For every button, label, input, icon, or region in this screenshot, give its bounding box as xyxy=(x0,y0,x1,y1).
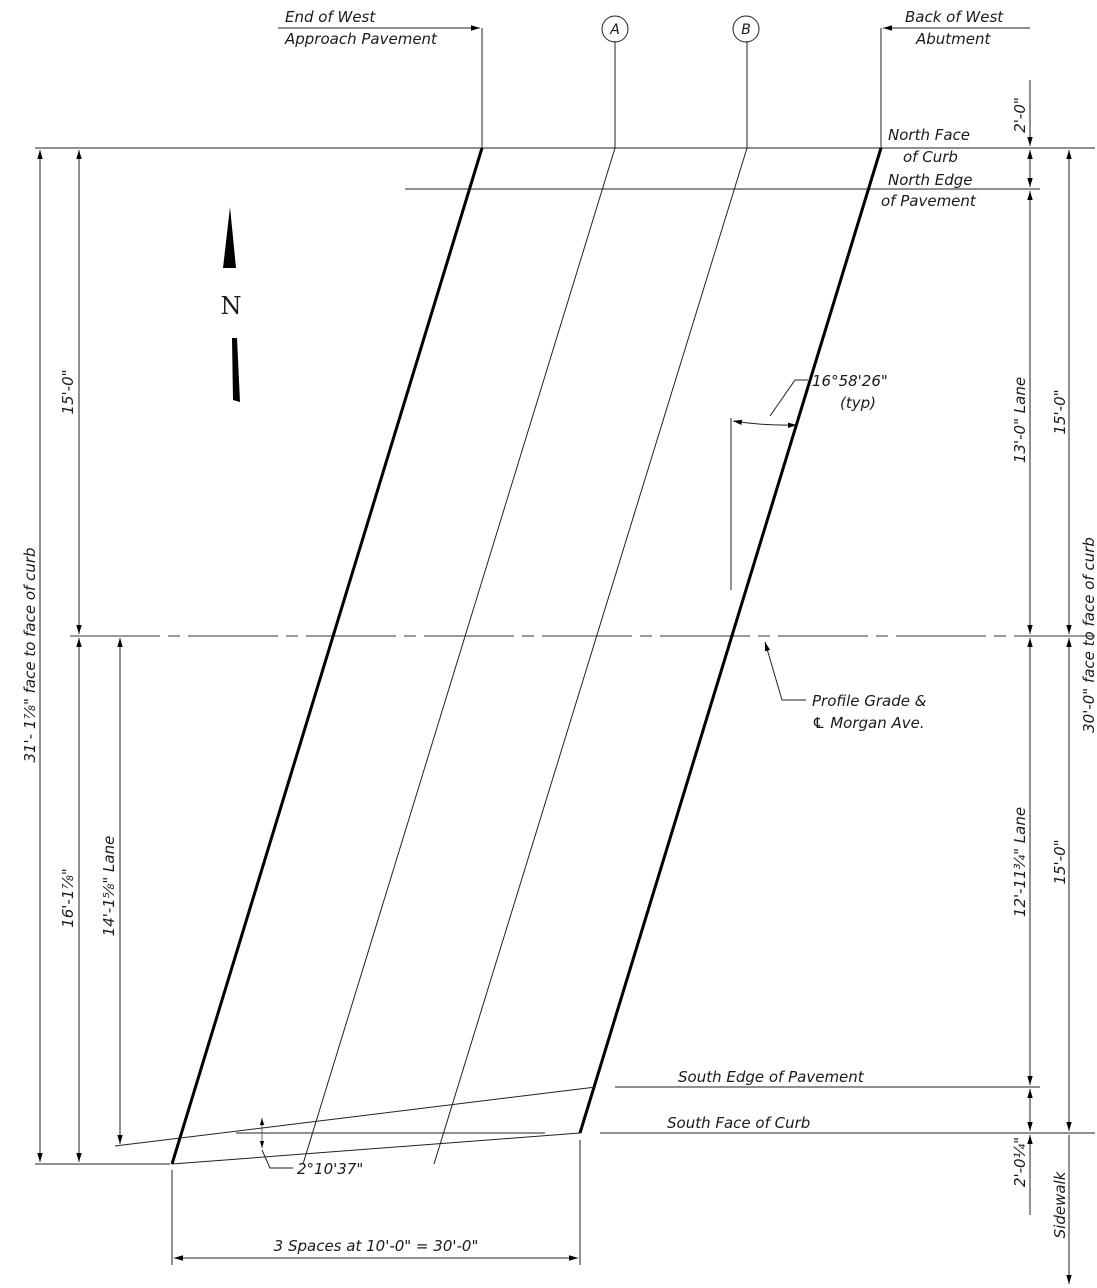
cross-angle-leader xyxy=(261,1149,293,1169)
right-2-label: 2'-0" xyxy=(1011,97,1029,133)
grid-a-label: A xyxy=(609,22,620,38)
grid-b-label: B xyxy=(741,22,751,38)
cross-angle-label: 2°10'37" xyxy=(297,1160,363,1178)
right-15-bot-label: 15'-0" xyxy=(1051,839,1069,884)
north-face-label-2: of Curb xyxy=(903,148,958,166)
west-edge-line xyxy=(170,147,484,1165)
right-201-label: 2'-0¼" xyxy=(1011,1137,1029,1187)
sidewalk-label: Sidewalk xyxy=(1051,1170,1069,1238)
end-west-label-2: Approach Pavement xyxy=(284,30,438,48)
right-12-lane-label: 12'-11¾" Lane xyxy=(1011,807,1029,917)
end-west-label-1: End of West xyxy=(285,8,376,26)
north-arrow-upper xyxy=(223,207,236,268)
spacing-label: 3 Spaces at 10'-0" = 30'-0" xyxy=(274,1237,479,1255)
skew-typ-label: (typ) xyxy=(840,394,876,412)
back-west-label-2: Abutment xyxy=(915,30,992,48)
profile-label-1: Profile Grade & xyxy=(812,692,927,710)
grid-line-b xyxy=(433,147,748,1165)
skew-arc xyxy=(732,419,798,428)
left-overall-label: 31'- 1⅞" face to face of curb xyxy=(21,547,39,762)
right-13-lane-label: 13'-0" Lane xyxy=(1011,377,1029,463)
north-edge-label-1: North Edge xyxy=(888,171,972,189)
left-lane-label: 14'-1⅝" Lane xyxy=(100,836,118,937)
south-face-label: South Face of Curb xyxy=(667,1114,810,1132)
south-pavement-slope-line xyxy=(114,1086,597,1147)
skew-leader xyxy=(769,379,808,417)
right-15-top-label: 15'-0" xyxy=(1051,389,1069,434)
grid-bubble-a xyxy=(601,15,629,43)
grid-line-a xyxy=(302,147,616,1165)
grid-bubble-b xyxy=(732,15,760,43)
east-edge-line xyxy=(578,147,883,1134)
south-edge-label: South Edge of Pavement xyxy=(678,1068,865,1086)
skew-angle-label: 16°58'26" xyxy=(812,372,888,390)
back-west-label-1: Back of West xyxy=(905,8,1004,26)
north-arrow-lower xyxy=(232,338,240,402)
profile-leader xyxy=(764,641,806,701)
left-16-label: 16'-1⅞" xyxy=(59,868,77,928)
north-arrow-label: N xyxy=(221,292,242,320)
north-face-label-1: North Face xyxy=(888,126,970,144)
south-curb-slope-line xyxy=(171,1132,581,1165)
north-edge-label-2: of Pavement xyxy=(881,192,977,210)
profile-label-2: ℄ Morgan Ave. xyxy=(812,714,925,732)
right-overall-label: 30'-0" face to face of curb xyxy=(1080,537,1097,733)
left-15-label: 15'-0" xyxy=(59,369,77,414)
